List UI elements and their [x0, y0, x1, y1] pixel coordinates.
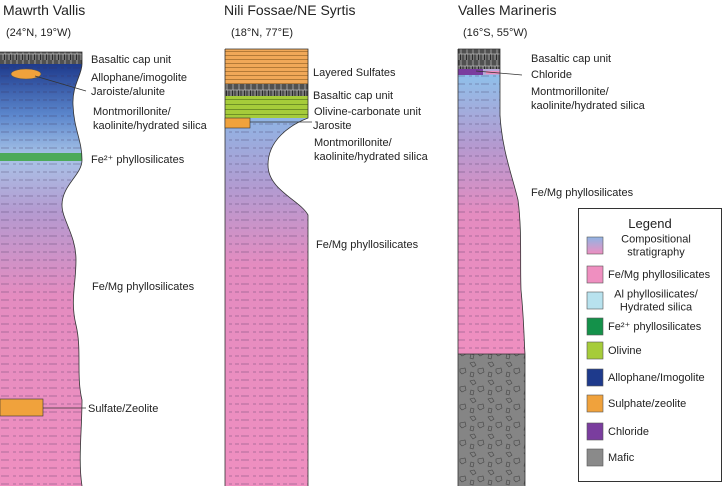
legend-label: Olivine: [608, 345, 642, 357]
label-sulfate-zeolite: Sulfate/Zeolite: [88, 403, 158, 415]
legend-label: Chloride: [608, 426, 649, 438]
legend-label: Sulphate/zeolite: [608, 398, 686, 410]
legend-item: Olivine: [586, 341, 642, 360]
column-coords: (24°N, 19°W): [6, 27, 71, 39]
legend-swatch: [586, 291, 604, 310]
column-coords: (16°S, 55°W): [463, 27, 527, 39]
legend-label: stratigraphy: [627, 247, 685, 259]
legend-swatch: [586, 448, 604, 467]
legend-swatch: [586, 341, 604, 360]
label-chloride: Chloride: [531, 69, 572, 81]
label-basaltic-cap: Basaltic cap unit: [531, 53, 611, 65]
basaltic-cap-layer: [0, 52, 82, 64]
legend-label: Compositional: [621, 234, 691, 246]
column-nili-fossae: Nili Fossae/NE Syrtis (18°N, 77°E) Layer…: [224, 2, 429, 486]
label-olivine-carbonate: Olivine-carbonate unit: [314, 106, 421, 118]
legend-item: Chloride: [586, 422, 649, 441]
legend-label: Al phyllosilicates/: [614, 289, 699, 301]
label-kaolinite: kaolinite/hydrated silica: [314, 151, 429, 163]
basaltic-cap-layer: [225, 84, 308, 96]
label-fe2-phyllosilicates: Fe²⁺ phyllosilicates: [91, 154, 185, 166]
column-coords: (18°N, 77°E): [231, 27, 293, 39]
legend-item: Fe²⁺ phyllosilicates: [586, 317, 702, 336]
jarosite-lens: [10, 68, 42, 80]
legend-swatch: [586, 317, 604, 336]
legend-label: Mafic: [608, 452, 635, 464]
label-basaltic-cap: Basaltic cap unit: [91, 54, 171, 66]
legend-swatch: [586, 236, 604, 255]
basaltic-cap-layer: [458, 49, 525, 69]
legend-label: Fe/Mg phyllosilicates: [608, 269, 711, 281]
legend-label: Hydrated silica: [620, 302, 693, 314]
label-basaltic-cap: Basaltic cap unit: [313, 90, 393, 102]
layered-sulfates-layer: [225, 49, 308, 84]
legend-item: Fe/Mg phyllosilicates: [586, 265, 711, 284]
label-femg-phyllosilicates: Fe/Mg phyllosilicates: [92, 281, 195, 293]
label-jarosite: Jarosite: [313, 120, 352, 132]
label-montmorillonite: Montmorillonite/: [93, 106, 172, 118]
legend-swatch: [586, 422, 604, 441]
legend-item: Mafic: [586, 448, 635, 467]
label-kaolinite: kaolinite/hydrated silica: [93, 120, 208, 132]
legend-label: Allophane/Imogolite: [608, 372, 705, 384]
legend-label: Fe²⁺ phyllosilicates: [608, 321, 702, 333]
jarosite-layer: [224, 117, 251, 129]
olivine-carbonate-layer: [225, 96, 308, 118]
label-femg-phyllosilicates: Fe/Mg phyllosilicates: [316, 239, 419, 251]
legend-swatch: [586, 368, 604, 387]
legend-swatch: [586, 265, 604, 284]
label-femg-phyllosilicates: Fe/Mg phyllosilicates: [531, 187, 634, 199]
column-title: Valles Marineris: [458, 2, 557, 18]
fe2-phyllosilicate-layer: [0, 153, 82, 161]
mafic-layer: [458, 354, 525, 486]
legend-item: Sulphate/zeolite: [586, 394, 686, 413]
label-montmorillonite: Montmorillonite/: [314, 137, 393, 149]
legend-title: Legend: [628, 216, 671, 231]
label-kaolinite: kaolinite/hydrated silica: [531, 100, 646, 112]
label-jarosite: Jaroiste/alunite: [91, 86, 165, 98]
label-allophane: Allophane/imogolite: [91, 72, 187, 84]
legend-item: Al phyllosilicates/Hydrated silica: [586, 289, 699, 314]
column-title: Nili Fossae/NE Syrtis: [224, 2, 355, 18]
column-title: Mawrth Vallis: [3, 2, 85, 18]
legend-item: Allophane/Imogolite: [586, 368, 705, 387]
sulfate-zeolite-layer: [0, 398, 44, 417]
label-montmorillonite: Montmorillonite/: [531, 86, 610, 98]
chloride-layer: [458, 69, 483, 75]
legend-swatch: [586, 394, 604, 413]
column-mawrth-vallis: Mawrth Vallis (24°N, 19°W) Basaltic cap …: [0, 2, 208, 486]
label-layered-sulfates: Layered Sulfates: [313, 67, 396, 79]
